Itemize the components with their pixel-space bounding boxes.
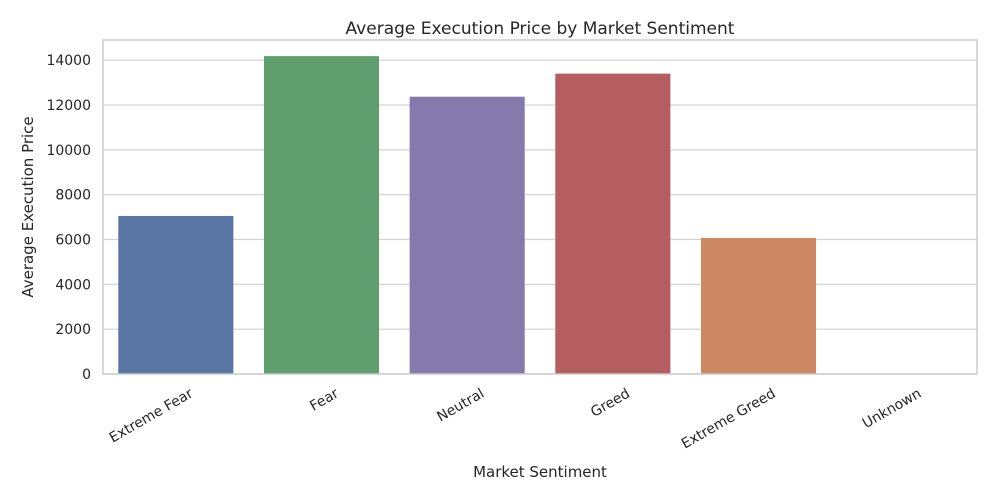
y-tick-label: 8000 (55, 188, 91, 204)
gridlines (103, 59, 977, 375)
x-tick-label: Greed (588, 386, 633, 421)
y-tick-label: 12000 (46, 98, 91, 114)
bar-extreme-fear (118, 215, 234, 374)
x-axis-label: Market Sentiment (473, 463, 607, 481)
x-axis-ticks: Extreme Fear Fear Neutral Greed Extreme Gree… (107, 385, 924, 452)
y-tick-label: 6000 (55, 233, 91, 249)
x-tick-label: Fear (307, 385, 341, 414)
bar-neutral (409, 96, 525, 374)
x-tick-label: Unknown (860, 386, 924, 432)
y-tick-label: 0 (82, 367, 91, 383)
y-tick-label: 4000 (55, 277, 91, 293)
x-tick-label: Extreme Fear (107, 385, 196, 446)
bar-fear (263, 56, 380, 375)
bar-extreme-greed (700, 237, 817, 374)
plot-frame (102, 39, 978, 375)
chart-title: Average Execution Price by Market Sentim… (346, 19, 735, 39)
y-axis-label: Average Execution Price (19, 116, 37, 297)
y-tick-label: 10000 (46, 143, 91, 159)
y-tick-label: 14000 (46, 53, 91, 69)
x-tick-label: Neutral (434, 386, 487, 426)
y-tick-label: 2000 (55, 322, 91, 338)
bar-greed (555, 73, 671, 375)
y-axis-ticks: 0 2000 4000 6000 8000 10000 12000 14000 (46, 53, 91, 383)
bars (118, 56, 817, 375)
x-tick-label: Extreme Greed (679, 386, 779, 453)
